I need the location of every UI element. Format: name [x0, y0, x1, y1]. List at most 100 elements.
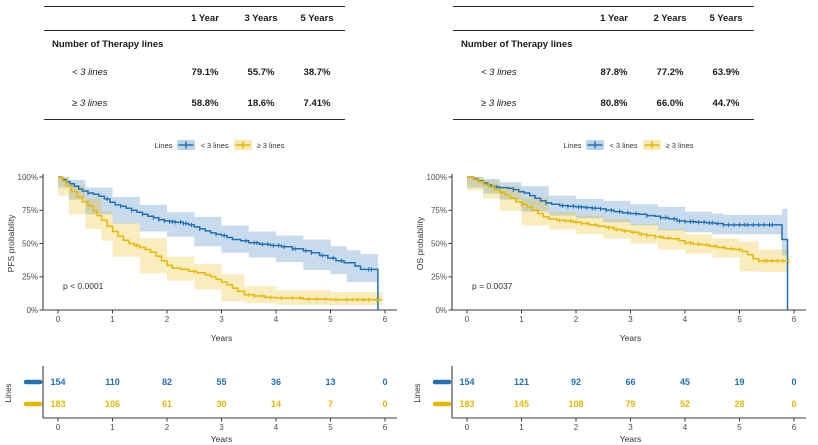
svg-text:6: 6 — [383, 315, 388, 324]
risk-count: 30 — [216, 399, 226, 409]
os-legend: Lines < 3 lines ≥ 3 lines — [409, 137, 818, 153]
km-curve — [467, 176, 789, 262]
legend-swatch-ge3-icon — [642, 140, 661, 150]
summary-col-header: 5 Years — [300, 13, 334, 24]
legend-item-label: < 3 lines — [609, 140, 638, 150]
row-value: 58.8% — [191, 98, 219, 109]
svg-text:2: 2 — [574, 315, 579, 324]
row-value: 66.0% — [656, 98, 684, 109]
row-value: 63.9% — [712, 67, 740, 78]
svg-text:100%: 100% — [18, 173, 38, 182]
os-km-plot: 0 1 2 3 4 5 6 0% 25% 50% 75% 100% p = 0.0037 Years OS … — [415, 173, 806, 343]
svg-text:50%: 50% — [431, 239, 447, 248]
risk-count: 13 — [325, 377, 335, 387]
censor-marks — [87, 190, 372, 272]
row-value: 77.2% — [656, 67, 684, 78]
pfs-km-plot: 0 1 2 3 4 5 6 0% 25% 50% 75% 100% p < 0.0001 Years PFS… — [6, 173, 397, 343]
y-axis-title: PFS probability — [6, 214, 16, 272]
svg-text:50%: 50% — [22, 239, 38, 248]
summary-col-header: 3 Years — [244, 13, 278, 24]
x-axis-title: Years — [620, 434, 641, 444]
risk-count: 66 — [625, 377, 635, 387]
row-value: 80.8% — [600, 98, 628, 109]
svg-text:3: 3 — [219, 315, 224, 324]
summary-header-row: 1 Year 2 Years 5 Years — [453, 7, 754, 31]
risk-count: 0 — [791, 399, 796, 409]
risk-count: 0 — [791, 377, 796, 387]
risk-count: 108 — [568, 399, 583, 409]
pfs-legend: Lines < 3 lines ≥ 3 lines — [0, 137, 409, 153]
risk-count: 55 — [216, 377, 226, 387]
svg-text:75%: 75% — [431, 206, 447, 215]
legend-item-label: < 3 lines — [200, 140, 229, 150]
risk-count: 92 — [571, 377, 581, 387]
x-axis-title: Years — [211, 333, 232, 343]
table-row: < 3 lines 79.1% 55.7% 38.7% — [44, 57, 345, 88]
svg-text:6: 6 — [383, 423, 388, 432]
svg-text:75%: 75% — [22, 206, 38, 215]
row-value: 7.41% — [303, 98, 331, 109]
table-row: ≥ 3 lines 80.8% 66.0% 44.7% — [453, 88, 754, 120]
svg-text:25%: 25% — [431, 273, 447, 282]
ci-bands — [58, 177, 383, 306]
svg-text:4: 4 — [274, 315, 279, 324]
svg-text:6: 6 — [792, 423, 797, 432]
svg-text:0: 0 — [56, 423, 61, 432]
legend-swatch-ge3-icon — [233, 140, 252, 150]
risk-count: 154 — [50, 377, 65, 387]
row-value: 55.7% — [247, 67, 275, 78]
svg-text:2: 2 — [165, 315, 170, 324]
ci-bands — [467, 177, 789, 273]
risk-count: 45 — [680, 377, 690, 387]
summary-col-header: 1 Year — [191, 13, 219, 24]
svg-text:100%: 100% — [427, 173, 447, 182]
censor-marks — [493, 184, 773, 228]
svg-text:5: 5 — [737, 315, 742, 324]
risk-count: 52 — [680, 399, 690, 409]
risk-axis-label: Lines — [4, 383, 13, 402]
svg-text:3: 3 — [219, 423, 224, 432]
p-value-label: p = 0.0037 — [472, 281, 513, 291]
censor-marks — [501, 190, 790, 263]
risk-count: 79 — [625, 399, 635, 409]
svg-text:3: 3 — [628, 423, 633, 432]
risk-count: 121 — [514, 377, 529, 387]
risk-count: 61 — [162, 399, 172, 409]
table-row: ≥ 3 lines 58.8% 18.6% 7.41% — [44, 88, 345, 120]
summary-col-header: 1 Year — [600, 13, 628, 24]
svg-text:0: 0 — [465, 423, 470, 432]
p-value-label: p < 0.0001 — [63, 281, 104, 291]
x-axis-title: Years — [620, 333, 641, 343]
svg-text:5: 5 — [328, 315, 333, 324]
risk-count: 110 — [105, 377, 120, 387]
svg-text:6: 6 — [792, 315, 797, 324]
svg-text:1: 1 — [110, 423, 115, 432]
svg-text:1: 1 — [519, 423, 524, 432]
svg-text:4: 4 — [683, 423, 688, 432]
svg-text:5: 5 — [328, 423, 333, 432]
x-axis-title: Years — [211, 434, 232, 444]
svg-text:0: 0 — [56, 315, 61, 324]
row-value: 87.8% — [600, 67, 628, 78]
y-axis-title: OS probability — [415, 216, 425, 270]
legend-item-label: ≥ 3 lines — [256, 140, 285, 150]
svg-text:0%: 0% — [435, 306, 447, 315]
risk-count: 106 — [105, 399, 120, 409]
risk-count: 0 — [382, 399, 387, 409]
legend-swatch-lt3-icon — [586, 140, 605, 150]
summary-col-header: 5 Years — [709, 13, 743, 24]
svg-text:2: 2 — [165, 423, 170, 432]
svg-text:0%: 0% — [26, 306, 38, 315]
risk-count: 36 — [271, 377, 281, 387]
row-label: < 3 lines — [481, 67, 517, 78]
panel-os: 1 Year 2 Years 5 Years Number of Therapy… — [409, 0, 818, 445]
pfs-summary-table: 1 Year 3 Years 5 Years Number of Therapy… — [44, 6, 345, 120]
os-summary-table: 1 Year 2 Years 5 Years Number of Therapy… — [453, 6, 754, 120]
svg-text:4: 4 — [274, 423, 279, 432]
row-value: 44.7% — [712, 98, 740, 109]
censor-marks — [136, 243, 378, 302]
summary-header-row: 1 Year 3 Years 5 Years — [44, 7, 345, 31]
svg-text:1: 1 — [519, 315, 524, 324]
legend-item-label: ≥ 3 lines — [665, 140, 694, 150]
